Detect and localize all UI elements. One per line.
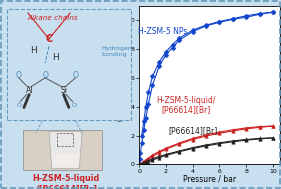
Text: O: O — [72, 103, 77, 108]
Polygon shape — [49, 132, 82, 169]
X-axis label: Pressure / bar: Pressure / bar — [183, 175, 236, 184]
FancyBboxPatch shape — [7, 9, 131, 120]
Text: Si: Si — [60, 86, 67, 95]
Text: O: O — [42, 71, 48, 81]
Text: H-ZSM-5 NPs: H-ZSM-5 NPs — [139, 27, 188, 36]
Text: O: O — [16, 103, 21, 108]
Text: O: O — [16, 71, 22, 81]
Text: Hydrogen
bonding: Hydrogen bonding — [102, 46, 133, 57]
Text: H: H — [30, 46, 37, 55]
Polygon shape — [52, 154, 80, 167]
Text: Alkane chains: Alkane chains — [28, 15, 78, 21]
Text: [P66614][Br]: [P66614][Br] — [168, 126, 217, 135]
Text: H-ZSM-5-liquid
/[P66614][Br]: H-ZSM-5-liquid /[P66614][Br] — [33, 174, 100, 189]
Text: H-ZSM-5-liquid/
[P66614][Br]: H-ZSM-5-liquid/ [P66614][Br] — [156, 96, 216, 115]
Y-axis label: Gas uptake / wt. %: Gas uptake / wt. % — [117, 49, 126, 121]
Text: H: H — [52, 53, 59, 62]
Text: O: O — [72, 71, 78, 81]
Text: Al: Al — [26, 86, 33, 95]
Text: C: C — [46, 34, 53, 44]
FancyBboxPatch shape — [22, 130, 102, 170]
